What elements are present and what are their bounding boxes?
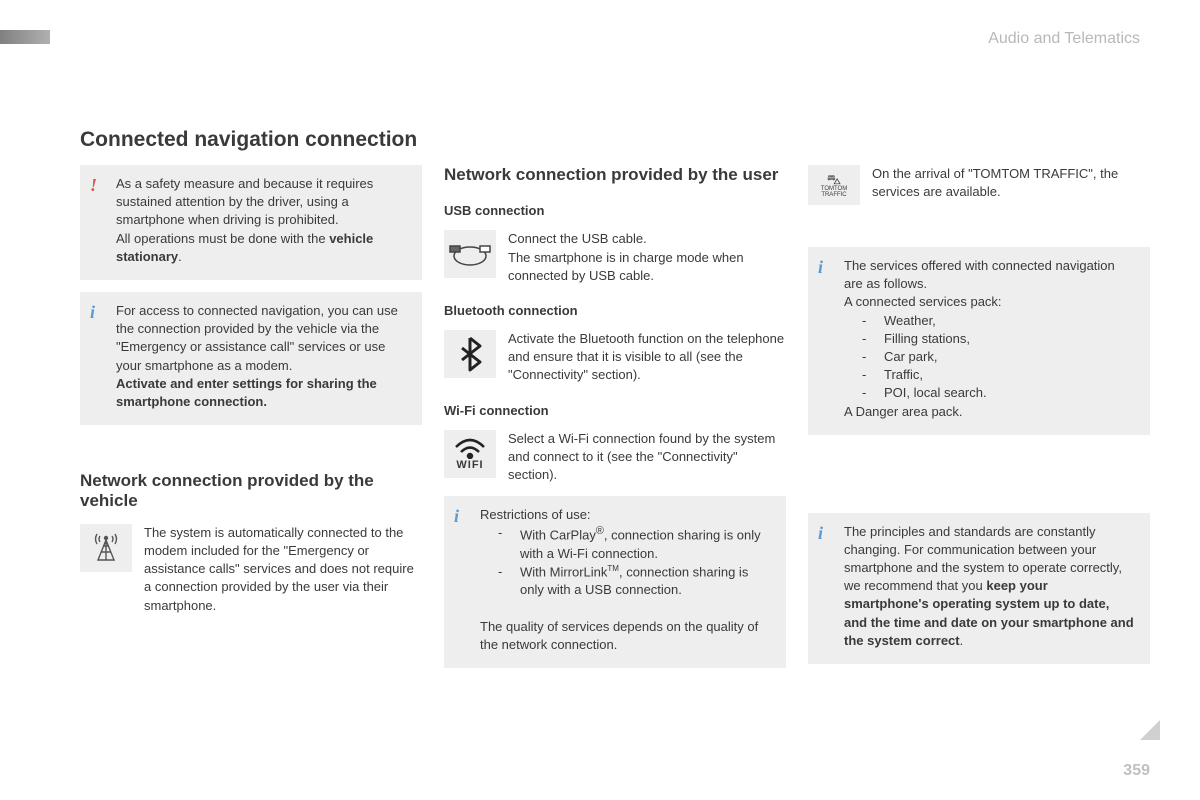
usb-label: USB connection (444, 203, 786, 218)
wifi-icon: WIFI (444, 430, 496, 478)
restrictions-footer: The quality of services depends on the q… (480, 619, 758, 652)
info-p1: For access to connected navigation, you … (116, 303, 398, 373)
page-title: Connected navigation connection (80, 128, 417, 152)
tomtom-text: On the arrival of "TOMTOM TRAFFIC", the … (872, 165, 1150, 201)
bluetooth-text: Activate the Bluetooth function on the t… (508, 330, 786, 385)
wifi-row: WIFI Select a Wi-Fi connection found by … (444, 430, 786, 485)
info-box-connected-nav: i For access to connected navigation, yo… (80, 292, 422, 425)
warning-p1: As a safety measure and because it requi… (116, 176, 373, 227)
restriction-mirrorlink: With MirrorLinkTM, connection sharing is… (498, 563, 772, 600)
page-number: 359 (1123, 762, 1150, 780)
bluetooth-icon (444, 330, 496, 378)
services-l2: A connected services pack: (844, 294, 1002, 309)
usb-row: Connect the USB cable. The smartphone is… (444, 230, 786, 285)
subtitle-vehicle-connection: Network connection provided by the vehic… (80, 471, 422, 512)
services-l3: A Danger area pack. (844, 404, 963, 419)
column-middle: Network connection provided by the user … (444, 165, 786, 668)
bluetooth-row: Activate the Bluetooth function on the t… (444, 330, 786, 385)
bluetooth-label: Bluetooth connection (444, 303, 786, 318)
info-icon: i (818, 521, 823, 546)
restrictions-label: Restrictions of use: (480, 507, 591, 522)
info-icon: i (818, 255, 823, 280)
info-p2: Activate and enter settings for sharing … (116, 376, 377, 409)
wifi-text: Select a Wi-Fi connection found by the s… (508, 430, 786, 485)
usb-text: Connect the USB cable. The smartphone is… (508, 230, 786, 285)
services-l1: The services offered with connected navi… (844, 258, 1115, 291)
warning-p2: All operations must be done with the (116, 231, 329, 246)
section-header: Audio and Telematics (988, 30, 1140, 48)
services-box: i The services offered with connected na… (808, 247, 1150, 435)
tomtom-row: ⛍TOMTOMTRAFFIC On the arrival of "TOMTOM… (808, 165, 1150, 205)
principles-box: i The principles and standards are const… (808, 513, 1150, 664)
content-grid: ! As a safety measure and because it req… (80, 165, 1150, 668)
antenna-text: The system is automatically connected to… (144, 524, 422, 615)
usb-cable-icon (444, 230, 496, 278)
info-icon: i (454, 504, 459, 529)
column-right: ⛍TOMTOMTRAFFIC On the arrival of "TOMTOM… (808, 165, 1150, 668)
wifi-label: Wi-Fi connection (444, 403, 786, 418)
antenna-row: The system is automatically connected to… (80, 524, 422, 615)
services-list: Weather, Filling stations, Car park, Tra… (844, 312, 1136, 403)
column-left: ! As a safety measure and because it req… (80, 165, 422, 668)
exclamation-icon: ! (90, 173, 97, 198)
subtitle-user-connection: Network connection provided by the user (444, 165, 786, 185)
principles-p1: The principles and standards are constan… (844, 524, 1122, 594)
warning-box: ! As a safety measure and because it req… (80, 165, 422, 280)
tomtom-traffic-icon: ⛍TOMTOMTRAFFIC (808, 165, 860, 205)
restrictions-box: i Restrictions of use: With CarPlay®, co… (444, 496, 786, 668)
antenna-icon (80, 524, 132, 572)
restriction-carplay: With CarPlay®, connection sharing is onl… (498, 524, 772, 563)
info-icon: i (90, 300, 95, 325)
page-corner-fold (1140, 720, 1160, 740)
header-gradient-bar (0, 30, 50, 44)
